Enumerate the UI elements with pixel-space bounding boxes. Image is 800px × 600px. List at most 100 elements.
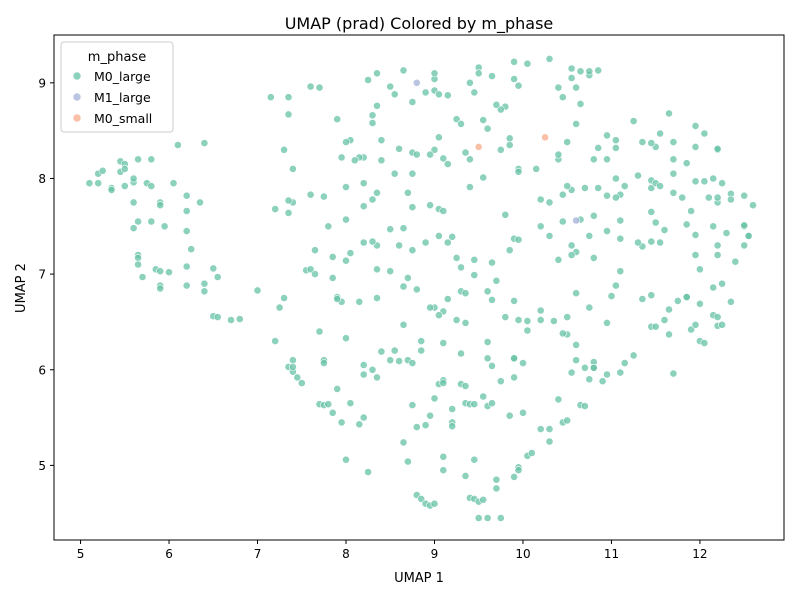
legend-label-M0_large: M0_large: [94, 69, 151, 84]
legend-marker-M0_large: [72, 71, 82, 81]
scatter-point-M0_large-252: [554, 255, 563, 264]
scatter-point-M0_large-208: [687, 207, 695, 215]
y-tick-label-6: 6: [38, 363, 46, 377]
scatter-point-M0_large-398: [417, 337, 426, 345]
x-tick-label-6: 6: [165, 547, 173, 561]
scatter-point-M0_large-95: [399, 438, 408, 447]
scatter-point-M0_large-342: [395, 241, 403, 250]
scatter-point-M0_large-287: [488, 72, 496, 80]
scatter-point-M0_large-241: [594, 143, 603, 152]
scatter-point-M0_large-331: [373, 188, 381, 197]
scatter-point-M0_large-236: [603, 155, 611, 164]
scatter-point-M0_large-253: [567, 241, 576, 250]
scatter-point-M1_large-0: [412, 78, 421, 87]
scatter-point-M0_large-227: [656, 238, 664, 247]
scatter-point-M0_large-117: [461, 382, 470, 390]
scatter-point-M0_large-134: [505, 411, 514, 420]
scatter-point-M0_large-58: [293, 373, 302, 382]
scatter-point-M0_large-191: [749, 201, 757, 210]
scatter-point-M0_large-420: [607, 292, 616, 300]
scatter-point-M0_large-433: [483, 338, 492, 346]
y-tick-label-9: 9: [38, 76, 46, 90]
scatter-point-M0_large-429: [713, 313, 722, 321]
scatter-point-M0_large-87: [368, 365, 377, 374]
scatter-point-M0_large-74: [333, 384, 342, 393]
scatter-point-M0_large-318: [284, 110, 293, 119]
scatter-point-M0_large-189: [740, 221, 749, 230]
scatter-point-M0_large-132: [496, 377, 505, 386]
scatter-point-M0_large-1: [94, 179, 103, 188]
scatter-point-M0_large-31: [187, 245, 196, 254]
scatter-point-M0_large-349: [443, 238, 452, 247]
scatter-point-M0_large-413: [558, 329, 567, 338]
scatter-point-M0_large-403: [483, 287, 492, 296]
x-tick-label-7: 7: [254, 547, 262, 561]
scatter-point-M0_large-257: [563, 182, 572, 190]
scatter-point-M0_large-441: [492, 276, 501, 285]
scatter-point-M0_large-152: [581, 402, 589, 410]
scatter-point-M0_large-338: [403, 188, 412, 197]
scatter-point-M0_large-84: [364, 468, 372, 476]
scatter-point-M0_large-228: [647, 237, 656, 246]
scatter-point-M0_large-328: [342, 183, 350, 191]
scatter-point-M0_large-261: [536, 222, 545, 231]
scatter-point-M0_large-110: [439, 452, 448, 461]
scatter-point-M0_large-29: [182, 207, 191, 215]
scatter-point-M0_large-62: [306, 265, 315, 274]
scatter-point-M0_large-20: [147, 217, 156, 226]
scatter-point-M0_large-121: [470, 455, 479, 464]
scatter-point-M0_large-264: [532, 164, 541, 173]
scatter-point-M0_large-251: [567, 251, 576, 259]
scatter-point-M0_large-53: [275, 303, 284, 312]
scatter-point-M0_large-320: [288, 164, 297, 173]
scatter-point-M0_large-343: [408, 246, 417, 255]
scatter-point-M0_large-279: [545, 55, 554, 63]
scatter-point-M0_large-142: [527, 449, 536, 457]
scatter-point-M0_large-428: [696, 299, 704, 308]
scatter-point-M0_large-38: [165, 268, 173, 277]
scatter-point-M0_large-215: [656, 129, 664, 138]
scatter-point-M0_large-299: [399, 66, 408, 75]
scatter-point-M0_large-394: [359, 202, 368, 211]
scatter-point-M0_large-0: [85, 179, 94, 188]
scatter-point-M0_large-315: [315, 83, 324, 92]
scatter-point-M0_large-26: [200, 139, 209, 147]
scatter-point-M0_large-294: [434, 90, 443, 99]
scatter-point-M0_large-131: [492, 475, 501, 484]
scatter-point-M0_large-423: [638, 295, 647, 303]
x-axis: 5 6 7 8 9 10 11 12: [77, 540, 708, 561]
scatter-point-M0_large-101: [417, 494, 426, 503]
scatter-point-M0_large-164: [669, 369, 678, 378]
scatter-point-M0_large-357: [461, 148, 470, 157]
scatter-point-M0_large-104: [430, 499, 439, 508]
scatter-point-M0_large-262: [545, 231, 554, 240]
scatter-point-M0_large-263: [558, 217, 567, 226]
scatter-point-M0_large-49: [227, 316, 235, 324]
scatter-point-M0_large-282: [510, 75, 518, 83]
scatter-point-M0_large-194: [727, 195, 735, 204]
scatter-point-M0_large-384: [403, 273, 412, 282]
scatter-point-M0_large-440: [421, 421, 430, 430]
scatter-point-M0_large-135: [510, 373, 518, 382]
scatter-point-M0_large-211: [669, 169, 678, 178]
scatter-point-M0_large-353: [434, 133, 443, 142]
scatter-point-M0_large-72: [324, 400, 333, 409]
scatter-point-M0_large-285: [496, 105, 505, 114]
legend-label-M0_small: M0_small: [94, 111, 152, 126]
scatter-point-M0_large-160: [629, 351, 638, 360]
scatter-point-M0_large-99: [412, 423, 421, 431]
scatter-point-M0_large-214: [665, 109, 673, 118]
scatter-point-M0_large-432: [483, 354, 492, 363]
scatter-point-M0_large-258: [558, 190, 567, 199]
scatter-point-M0_large-310: [350, 156, 359, 165]
scatter-point-M0_large-411: [550, 317, 558, 325]
scatter-point-M0_large-65: [315, 327, 324, 336]
scatter-point-M0_large-79: [342, 334, 350, 343]
scatter-point-M0_large-225: [651, 218, 660, 227]
scatter-point-M0_large-334: [395, 144, 403, 153]
scatter-point-M0_large-417: [581, 363, 589, 372]
scatter-point-M0_large-259: [545, 198, 554, 207]
scatter-point-M0_large-150: [572, 356, 580, 365]
y-tick-label-8: 8: [38, 172, 46, 186]
scatter-point-M0_large-408: [523, 317, 532, 325]
